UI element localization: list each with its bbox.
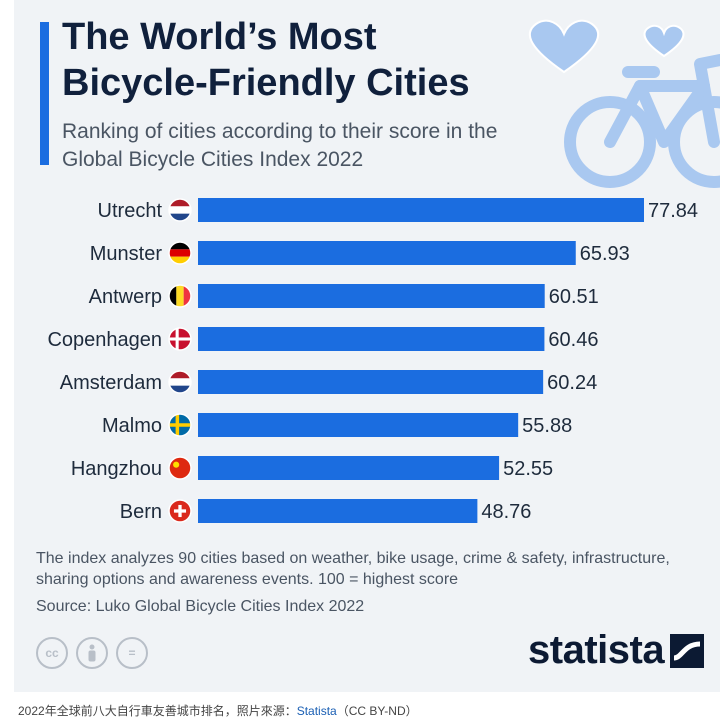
title-accent-bar [40,22,49,165]
chart-subtitle: Ranking of cities according to their sco… [62,120,498,171]
bar-munster [198,241,576,265]
bar-utrecht [198,198,644,222]
value-label-bern: 48.76 [481,501,531,523]
bicycle-icon [564,54,720,188]
bar-hangzhou [198,456,500,480]
bar-copenhagen [198,327,545,351]
value-label-munster: 65.93 [580,243,630,265]
brand-name: statista [528,628,665,672]
chart-title: The World’s Most Bicycle-Friendly Cities [62,16,470,104]
infographic-card: The World’s Most Bicycle-Friendly Cities… [14,0,720,692]
license-icons: cc = [36,637,148,669]
denmark-flag-icon [168,327,192,351]
category-label-hangzhou: Hangzhou [71,458,162,480]
small-heart-icon [643,24,685,58]
category-label-amsterdam: Amsterdam [60,372,162,394]
cc-icon[interactable]: cc [36,637,68,669]
netherlands-flag-icon [168,370,192,394]
statista-mark-icon [670,633,705,668]
bar-bern [198,499,478,523]
bar-amsterdam [198,370,544,394]
value-label-utrecht: 77.84 [648,200,698,222]
bar-chart: Utrecht 77.84 Munster 65.93 Antwerp 60.51 Cope… [47,198,698,523]
netherlands-flag-icon [168,198,192,222]
sweden-flag-icon [168,413,192,437]
statista-logo[interactable]: statista [528,628,705,673]
bar-antwerp [198,284,545,308]
by-person-icon[interactable] [76,637,108,669]
category-label-copenhagen: Copenhagen [47,329,162,351]
category-label-bern: Bern [120,501,162,523]
image-caption: 2022年全球前八大自行車友善城市排名，照片來源：Statista（CC BY-… [18,702,418,719]
value-label-amsterdam: 60.24 [547,372,597,394]
switzerland-flag-icon [168,499,192,523]
bar-malmo [198,413,519,437]
category-label-utrecht: Utrecht [98,200,163,222]
caption-text: 2022年全球前八大自行車友善城市排名，照片來源： [18,704,297,718]
value-label-antwerp: 60.51 [549,286,599,308]
nd-equals-icon[interactable]: = [116,637,148,669]
value-label-hangzhou: 52.55 [503,458,553,480]
category-label-munster: Munster [90,243,163,265]
value-label-copenhagen: 60.46 [548,329,598,351]
caption-license: （CC BY-ND） [336,704,418,718]
china-flag-icon [168,456,192,480]
chart-footnote: The index analyzes 90 cities based on we… [36,550,670,588]
bicycle-hearts-illustration [528,19,720,188]
heart-icon [528,19,600,74]
chart-source: Source: Luko Global Bicycle Cities Index… [36,598,365,615]
caption-source-link[interactable]: Statista [296,704,337,718]
category-label-malmo: Malmo [102,415,162,437]
belgium-flag-icon [168,284,192,308]
value-label-malmo: 55.88 [522,415,572,437]
category-label-antwerp: Antwerp [89,286,162,308]
germany-flag-icon [168,241,192,265]
